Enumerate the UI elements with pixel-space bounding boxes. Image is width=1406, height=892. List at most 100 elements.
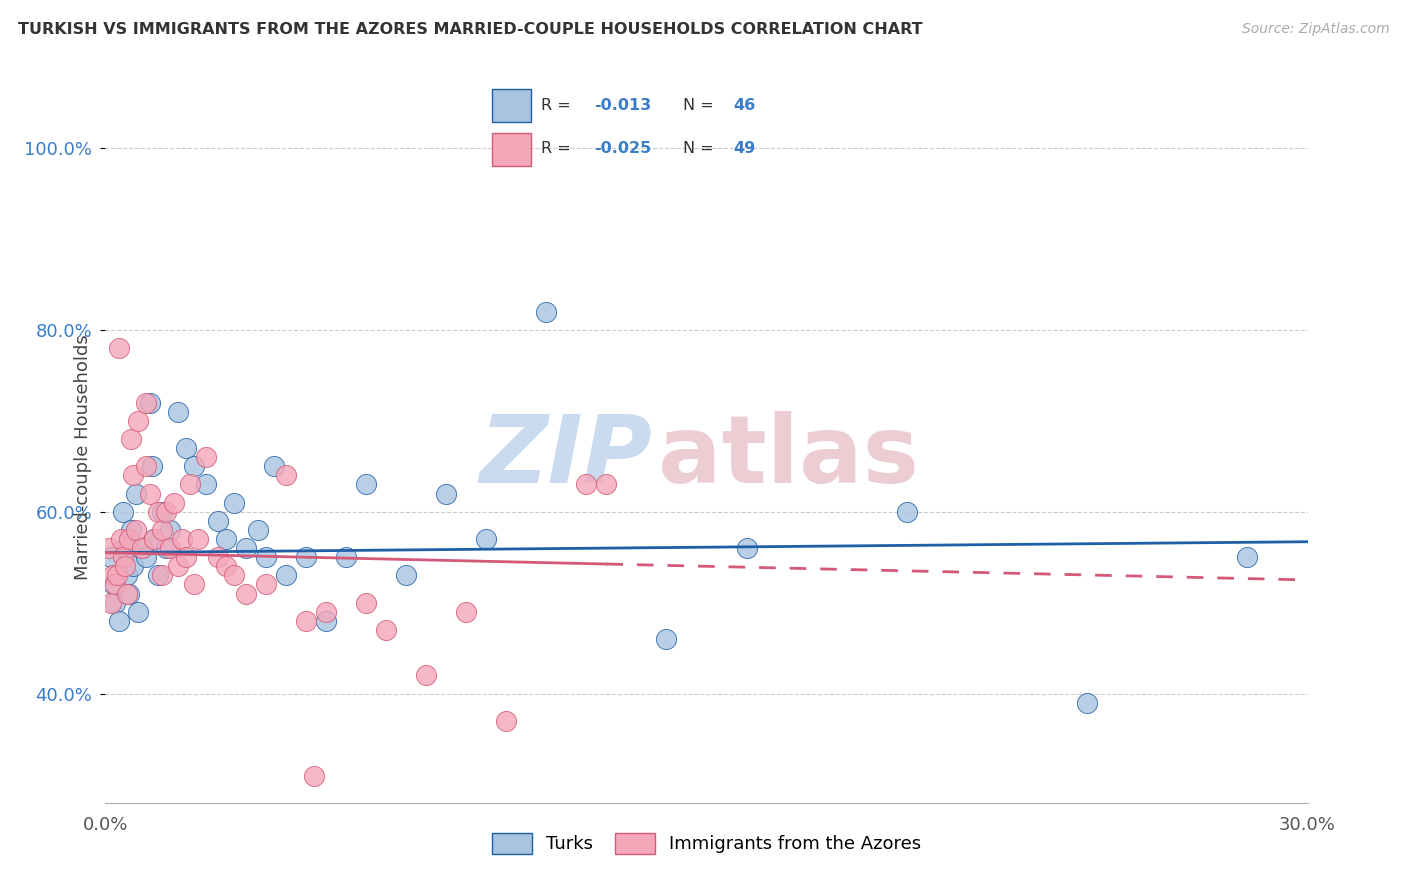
Point [131,541,153,555]
Point [187,532,209,546]
Point [107,568,129,582]
Point [112,550,135,565]
Point [222,568,245,582]
Point [103,568,125,582]
Point [475,532,498,546]
Point [100,550,122,565]
Point [222,495,245,509]
Point [110,532,132,546]
Point [354,596,377,610]
Point [162,495,184,509]
Point [104,577,127,591]
Point [117,568,139,582]
Point [150,523,173,537]
Point [235,541,257,555]
Point [104,596,127,610]
Text: N =: N = [683,141,720,156]
Text: -0.013: -0.013 [595,98,651,113]
Point [117,586,139,600]
Point [655,632,678,646]
Text: R =: R = [541,141,576,156]
Point [150,568,173,582]
Text: N =: N = [683,98,720,113]
Point [415,668,437,682]
Point [142,532,165,546]
Point [103,577,125,591]
Point [124,523,146,537]
Point [374,623,398,637]
Y-axis label: Married-couple Households: Married-couple Households [73,334,91,580]
Point [98,541,121,555]
Point [315,614,337,628]
Point [183,459,205,474]
Point [183,577,205,591]
Point [155,505,177,519]
Point [135,395,157,409]
Point [254,550,277,565]
Text: atlas: atlas [658,411,920,503]
Text: -0.025: -0.025 [595,141,651,156]
Point [118,586,141,600]
Point [194,450,217,465]
FancyBboxPatch shape [492,133,531,167]
Point [575,477,598,491]
Point [896,505,918,519]
Point [174,550,197,565]
Point [434,486,457,500]
Point [395,568,418,582]
Point [108,341,131,355]
Point [207,550,229,565]
Point [207,514,229,528]
Legend: Turks, Immigrants from the Azores: Turks, Immigrants from the Azores [482,824,931,863]
Point [121,432,143,446]
Point [100,596,122,610]
Point [138,395,160,409]
Point [534,304,557,318]
Point [354,477,377,491]
Point [170,532,193,546]
Point [295,614,318,628]
Point [166,559,188,574]
Point [141,459,163,474]
Point [315,605,337,619]
Point [118,532,141,546]
Point [595,477,617,491]
Point [159,523,181,537]
Point [214,559,236,574]
Point [159,541,181,555]
Point [456,605,478,619]
Point [274,568,297,582]
Point [1076,696,1098,710]
Point [150,505,173,519]
Point [1236,550,1258,565]
Text: 49: 49 [733,141,755,156]
Point [114,559,136,574]
Text: Source: ZipAtlas.com: Source: ZipAtlas.com [1241,22,1389,37]
Point [495,714,517,728]
Point [302,768,325,782]
Point [108,614,131,628]
Text: R =: R = [541,98,576,113]
Point [122,468,145,483]
Point [135,459,157,474]
Point [122,559,145,574]
Point [146,505,169,519]
FancyBboxPatch shape [492,88,531,122]
Point [194,477,217,491]
Point [235,586,257,600]
Point [114,541,136,555]
Point [263,459,285,474]
Point [127,605,149,619]
Point [335,550,357,565]
Point [146,568,169,582]
Point [174,441,197,455]
Point [246,523,269,537]
Point [254,577,277,591]
Point [138,486,160,500]
Point [274,468,297,483]
Point [142,532,165,546]
Point [121,523,143,537]
Point [112,505,135,519]
Point [124,486,146,500]
Text: ZIP: ZIP [479,411,652,503]
